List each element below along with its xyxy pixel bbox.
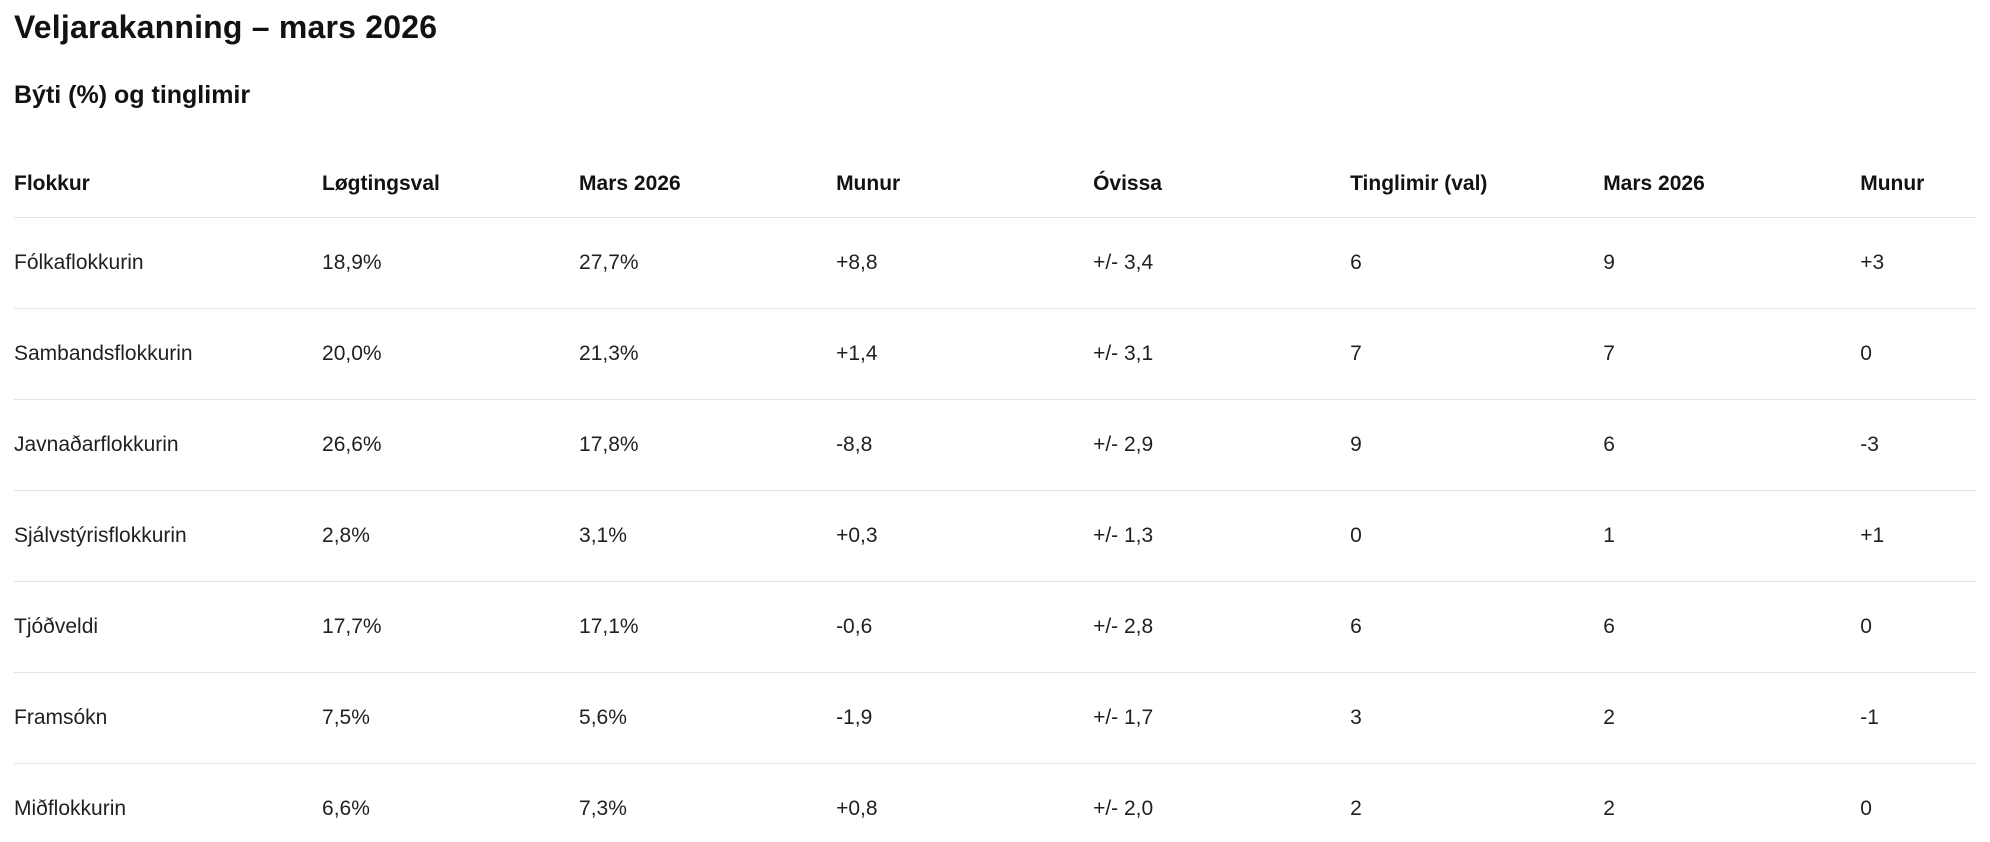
- value-cell: 17,1%: [579, 581, 837, 674]
- value-cell: -3: [1860, 399, 1976, 492]
- value-cell: 6: [1350, 217, 1604, 310]
- page-title: Veljarakanning – mars 2026: [14, 9, 438, 45]
- table-row: Sjálvstýrisflokkurin 2,8% 3,1% +0,3 +/- 1,3 0…: [14, 490, 1976, 583]
- value-cell: 0: [1350, 490, 1604, 583]
- value-cell: +/- 1,7: [1093, 672, 1351, 765]
- value-cell: +8,8: [836, 217, 1094, 310]
- poll-results-table: Flokkur Løgtingsval Mars 2026 Munur Óvis…: [14, 110, 1976, 842]
- value-cell: +/- 3,1: [1093, 308, 1351, 401]
- value-cell: 6: [1603, 399, 1861, 492]
- section-subtitle: Býti (%) og tinglimir: [14, 81, 251, 110]
- table-row: Framsókn 7,5% 5,6% -1,9 +/- 1,7 3 2 -1: [14, 672, 1976, 765]
- value-cell: 20,0%: [322, 308, 580, 401]
- value-cell: +1: [1860, 490, 1976, 583]
- table-body: Fólkaflokkurin 18,9% 27,7% +8,8 +/- 3,4 6 9 +3 S…: [14, 217, 1976, 842]
- table-row: Tjóðveldi 17,7% 17,1% -0,6 +/- 2,8 6 6 0: [14, 581, 1976, 674]
- value-cell: 2: [1603, 672, 1861, 765]
- value-cell: +1,4: [836, 308, 1094, 401]
- value-cell: +/- 2,0: [1093, 797, 1154, 821]
- value-cell: +0,8: [836, 797, 878, 821]
- value-cell: 2: [1603, 797, 1615, 821]
- table-header-row: Flokkur Løgtingsval Mars 2026 Munur Óvis…: [14, 110, 1976, 219]
- party-name-cell: Fólkaflokkurin: [14, 217, 323, 310]
- table-row: Sambandsflokkurin 20,0% 21,3% +1,4 +/- 3,1 7 7…: [14, 308, 1976, 401]
- value-cell: 7: [1350, 308, 1604, 401]
- value-cell: 17,7%: [322, 581, 580, 674]
- value-cell: +/- 2,9: [1093, 399, 1351, 492]
- value-cell: 0: [1860, 797, 1872, 821]
- value-cell: 0: [1860, 308, 1976, 401]
- value-cell: +/- 2,8: [1093, 581, 1351, 674]
- value-cell: 7,3%: [579, 797, 627, 821]
- party-name-cell: Tjóðveldi: [14, 581, 323, 674]
- col-header-munur-pct: Munur: [836, 110, 1094, 219]
- value-cell: 7: [1603, 308, 1861, 401]
- col-header-logtingsval: Løgtingsval: [322, 110, 580, 219]
- value-cell: 7,5%: [322, 672, 580, 765]
- value-cell: -8,8: [836, 399, 1094, 492]
- value-cell: -0,6: [836, 581, 1094, 674]
- value-cell: 9: [1350, 399, 1604, 492]
- value-cell: 17,8%: [579, 399, 837, 492]
- value-cell: +0,3: [836, 490, 1094, 583]
- value-cell: 3,1%: [579, 490, 837, 583]
- value-cell: 6: [1350, 581, 1604, 674]
- value-cell: +/- 1,3: [1093, 490, 1351, 583]
- col-header-tinglimir-val: Tinglimir (val): [1350, 110, 1604, 219]
- value-cell: +/- 3,4: [1093, 217, 1351, 310]
- col-header-mars-2026-seats: Mars 2026: [1603, 110, 1861, 219]
- value-cell: 27,7%: [579, 217, 837, 310]
- table-row: Miðflokkurin 6,6% 7,3% +0,8 +/- 2,0 2 2 0: [14, 764, 1976, 842]
- party-name-cell: Sambandsflokkurin: [14, 308, 323, 401]
- value-cell: 6,6%: [322, 797, 370, 821]
- value-cell: 0: [1860, 581, 1976, 674]
- value-cell: +3: [1860, 217, 1976, 310]
- value-cell: 2,8%: [322, 490, 580, 583]
- col-header-mars-2026-pct: Mars 2026: [579, 110, 837, 219]
- col-header-flokkur: Flokkur: [14, 110, 323, 219]
- value-cell: 2: [1350, 797, 1362, 821]
- value-cell: 18,9%: [322, 217, 580, 310]
- value-cell: 21,3%: [579, 308, 837, 401]
- value-cell: 9: [1603, 217, 1861, 310]
- col-header-ovissa: Óvissa: [1093, 110, 1351, 219]
- value-cell: -1,9: [836, 672, 1094, 765]
- party-name-cell: Sjálvstýrisflokkurin: [14, 490, 323, 583]
- table-row: Javnaðarflokkurin 26,6% 17,8% -8,8 +/- 2,9 9 6…: [14, 399, 1976, 492]
- value-cell: 1: [1603, 490, 1861, 583]
- value-cell: 3: [1350, 672, 1604, 765]
- party-name-cell: Framsókn: [14, 672, 323, 765]
- party-name-cell: Javnaðarflokkurin: [14, 399, 323, 492]
- value-cell: -1: [1860, 672, 1976, 765]
- table-row: Fólkaflokkurin 18,9% 27,7% +8,8 +/- 3,4 6 9 +3: [14, 217, 1976, 310]
- col-header-munur-seats: Munur: [1860, 110, 1976, 219]
- value-cell: 26,6%: [322, 399, 580, 492]
- value-cell: 5,6%: [579, 672, 837, 765]
- value-cell: 6: [1603, 581, 1861, 674]
- party-name-cell: Miðflokkurin: [14, 797, 127, 821]
